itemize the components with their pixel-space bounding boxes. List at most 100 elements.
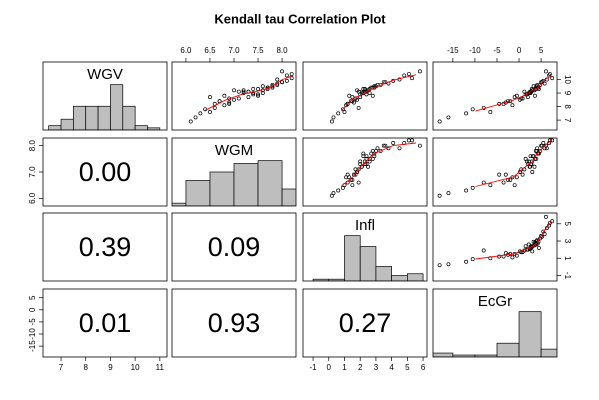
scatter-point xyxy=(530,154,535,159)
scatter-point xyxy=(336,111,341,116)
scatter-point xyxy=(520,96,525,101)
panel-frame xyxy=(42,61,168,131)
y-tick-label: 5 xyxy=(563,222,572,227)
scatter-point xyxy=(232,88,236,93)
scatter-point xyxy=(437,263,442,268)
variable-name: WGM xyxy=(215,142,253,159)
scatter-point xyxy=(350,183,355,188)
x-tick-label: 1 xyxy=(342,363,347,372)
variable-name: Infl xyxy=(355,217,375,234)
scatter-point xyxy=(510,255,515,260)
scatter-point xyxy=(523,244,528,249)
scatter-point xyxy=(470,257,475,262)
panel xyxy=(188,69,294,124)
x-tick-label: 2 xyxy=(358,363,363,372)
scatter-point xyxy=(256,93,260,98)
scatter-point xyxy=(503,172,508,177)
scatter-point xyxy=(530,249,535,254)
scatter-point xyxy=(227,101,232,106)
y-tick-label: 0 xyxy=(28,307,37,312)
y-tick-label: 6.0 xyxy=(28,192,37,204)
panel-frame xyxy=(432,288,558,358)
scatter-point xyxy=(437,193,442,198)
scatter-point xyxy=(510,103,515,108)
histogram-bar xyxy=(433,352,454,357)
histogram-bar xyxy=(540,348,557,357)
y-tick-label: -15 xyxy=(28,340,37,352)
scatter-point xyxy=(370,156,375,161)
x-tick-label: 11 xyxy=(156,363,165,372)
histogram-bar xyxy=(281,188,296,206)
correlation-value: 0.27 xyxy=(339,308,392,338)
scatter-point xyxy=(446,115,451,120)
smooth-line xyxy=(341,74,417,112)
scatter-point xyxy=(534,148,539,153)
scatter-point xyxy=(512,183,517,188)
scatter-point xyxy=(280,80,285,85)
scatter-point xyxy=(383,143,388,148)
x-tick-label: -10 xyxy=(469,46,481,55)
scatter-point xyxy=(378,148,383,153)
panel xyxy=(329,69,422,124)
scatter-point xyxy=(514,93,519,98)
panel xyxy=(312,235,424,281)
panel xyxy=(48,84,161,130)
x-tick-label: 5 xyxy=(405,363,410,372)
panel-frame xyxy=(302,212,428,282)
histogram-bar xyxy=(407,273,424,281)
scatter-point xyxy=(260,91,265,95)
x-tick-label: 10 xyxy=(131,363,140,372)
scatter-point xyxy=(514,253,519,258)
panel-frame xyxy=(42,288,168,358)
scatter-point xyxy=(367,159,372,164)
scatter-point xyxy=(488,110,493,114)
scatter-point xyxy=(350,177,355,182)
panel xyxy=(437,138,555,198)
y-tick-label: -5 xyxy=(28,318,37,326)
scatter-point xyxy=(547,138,552,143)
panel-frame xyxy=(432,212,558,282)
scatter-point xyxy=(532,93,537,98)
scatter-point xyxy=(525,95,530,100)
scatter-point xyxy=(544,214,548,219)
scatter-point xyxy=(275,77,280,82)
histogram-bar xyxy=(209,171,235,206)
panel-frame xyxy=(171,137,297,207)
scatter-point xyxy=(222,103,227,108)
scatter-point xyxy=(331,115,336,120)
scatter-point xyxy=(539,233,544,238)
scatter-point xyxy=(532,164,537,169)
scatter-point xyxy=(539,143,544,148)
histogram-bar xyxy=(134,125,148,130)
scatter-point xyxy=(503,251,508,256)
scatter-point xyxy=(536,245,541,250)
scatter-point xyxy=(517,170,522,174)
panel xyxy=(172,160,296,206)
y-tick-label: -10 xyxy=(28,328,37,340)
scatter-point xyxy=(544,226,549,231)
x-tick-label: 7 xyxy=(59,363,64,372)
x-tick-label: 7.5 xyxy=(252,46,264,55)
x-tick-label: -15 xyxy=(447,46,459,55)
scatter-point xyxy=(347,93,352,98)
scatter-point xyxy=(528,154,533,159)
scatter-point xyxy=(284,73,289,78)
scatter-point xyxy=(364,162,369,167)
smooth-line xyxy=(475,75,552,112)
scatter-point xyxy=(361,151,366,156)
y-tick-label: 9 xyxy=(563,91,572,96)
scatter-point xyxy=(410,138,415,143)
smooth-line xyxy=(341,142,417,187)
panel xyxy=(329,138,422,198)
scatter-point xyxy=(544,69,548,74)
scatter-point xyxy=(364,154,369,159)
scatter-point xyxy=(193,115,198,120)
x-tick-label: 6 xyxy=(421,363,426,372)
scatter-point xyxy=(284,78,289,83)
panel-frame xyxy=(302,137,428,207)
scatter-point xyxy=(358,159,363,164)
scatter-point xyxy=(470,185,475,190)
scatter-point xyxy=(329,119,334,124)
scatter-point xyxy=(251,87,256,91)
